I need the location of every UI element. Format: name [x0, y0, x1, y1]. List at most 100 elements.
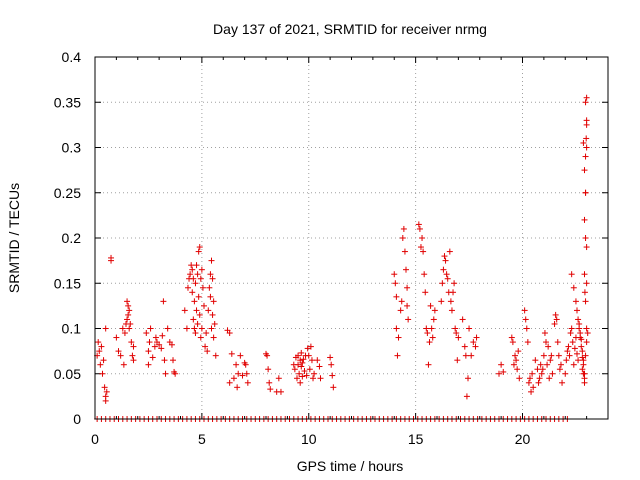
data-point	[206, 284, 213, 291]
data-point	[579, 366, 586, 373]
data-point	[192, 280, 199, 287]
data-point	[582, 298, 589, 305]
data-point	[461, 343, 468, 350]
data-point	[463, 393, 470, 400]
data-point	[210, 334, 217, 341]
data-point	[574, 307, 581, 314]
data-point	[581, 216, 588, 223]
data-point	[203, 330, 210, 337]
y-tick-label: 0.3	[62, 140, 82, 156]
data-point	[570, 361, 577, 368]
data-point	[298, 349, 305, 356]
data-point	[516, 375, 523, 382]
data-point	[126, 325, 133, 332]
data-point	[239, 372, 246, 379]
data-point	[557, 361, 564, 368]
data-point	[170, 357, 177, 364]
data-point	[128, 339, 135, 346]
data-point	[210, 298, 217, 305]
grid	[95, 57, 608, 419]
data-point	[145, 348, 152, 355]
data-point	[581, 379, 588, 386]
data-point	[559, 379, 566, 386]
data-point	[546, 375, 553, 382]
data-point	[549, 370, 556, 377]
data-point	[453, 330, 460, 337]
data-point	[525, 379, 532, 386]
data-point	[187, 271, 194, 278]
data-point	[416, 225, 423, 232]
data-point	[535, 379, 542, 386]
data-point	[191, 298, 198, 305]
data-point	[422, 289, 429, 296]
x-tick-labels: 0 5 10 15 20	[91, 431, 530, 447]
plot-frame	[94, 56, 609, 420]
data-point	[556, 366, 563, 373]
data-point	[198, 325, 205, 332]
data-point	[575, 357, 582, 364]
data-point	[580, 370, 587, 377]
data-point	[569, 339, 576, 346]
data-point	[553, 316, 560, 323]
data-point	[583, 144, 590, 151]
data-point	[162, 370, 169, 377]
data-point	[301, 368, 308, 375]
data-point	[172, 370, 179, 377]
data-point	[149, 354, 156, 361]
data-point	[426, 339, 433, 346]
data-point	[404, 302, 411, 309]
data-point	[438, 298, 445, 305]
data-point	[526, 375, 533, 382]
data-point	[181, 307, 188, 314]
data-point	[529, 370, 536, 377]
data-point	[442, 257, 449, 264]
data-point	[581, 271, 588, 278]
data-point	[196, 244, 203, 251]
data-point	[100, 357, 107, 364]
data-point	[444, 275, 451, 282]
data-point	[395, 334, 402, 341]
data-point	[244, 379, 251, 386]
data-point	[451, 280, 458, 287]
data-point	[195, 248, 202, 255]
data-point	[212, 352, 219, 359]
data-point	[310, 375, 317, 382]
data-point	[192, 330, 199, 337]
data-point	[459, 316, 466, 323]
data-point	[582, 352, 589, 359]
x-tick-label: 15	[408, 431, 424, 447]
data-point	[583, 325, 590, 332]
data-point	[194, 320, 201, 327]
data-point	[421, 271, 428, 278]
data-point	[305, 352, 312, 359]
data-point	[197, 275, 204, 282]
data-point	[508, 334, 515, 341]
data-point	[583, 280, 590, 287]
data-point	[306, 366, 313, 373]
data-point	[102, 325, 109, 332]
data-point	[454, 357, 461, 364]
data-point	[303, 372, 310, 379]
data-point	[101, 384, 108, 391]
data-point	[541, 330, 548, 337]
data-point	[328, 361, 335, 368]
data-point	[534, 366, 541, 373]
data-point	[108, 254, 115, 261]
data-point	[99, 370, 106, 377]
data-point	[583, 244, 590, 251]
data-point	[161, 357, 168, 364]
data-point	[159, 332, 166, 339]
data-point	[168, 341, 175, 348]
data-point	[580, 357, 587, 364]
data-point	[189, 266, 196, 273]
data-point	[401, 248, 408, 255]
data-point	[235, 370, 242, 377]
data-point	[564, 348, 571, 355]
data-point	[97, 361, 104, 368]
data-point	[208, 325, 215, 332]
data-point	[570, 284, 577, 291]
data-point	[420, 248, 427, 255]
data-point	[228, 350, 235, 357]
y-tick-label: 0.25	[54, 185, 81, 201]
data-point	[147, 325, 154, 332]
